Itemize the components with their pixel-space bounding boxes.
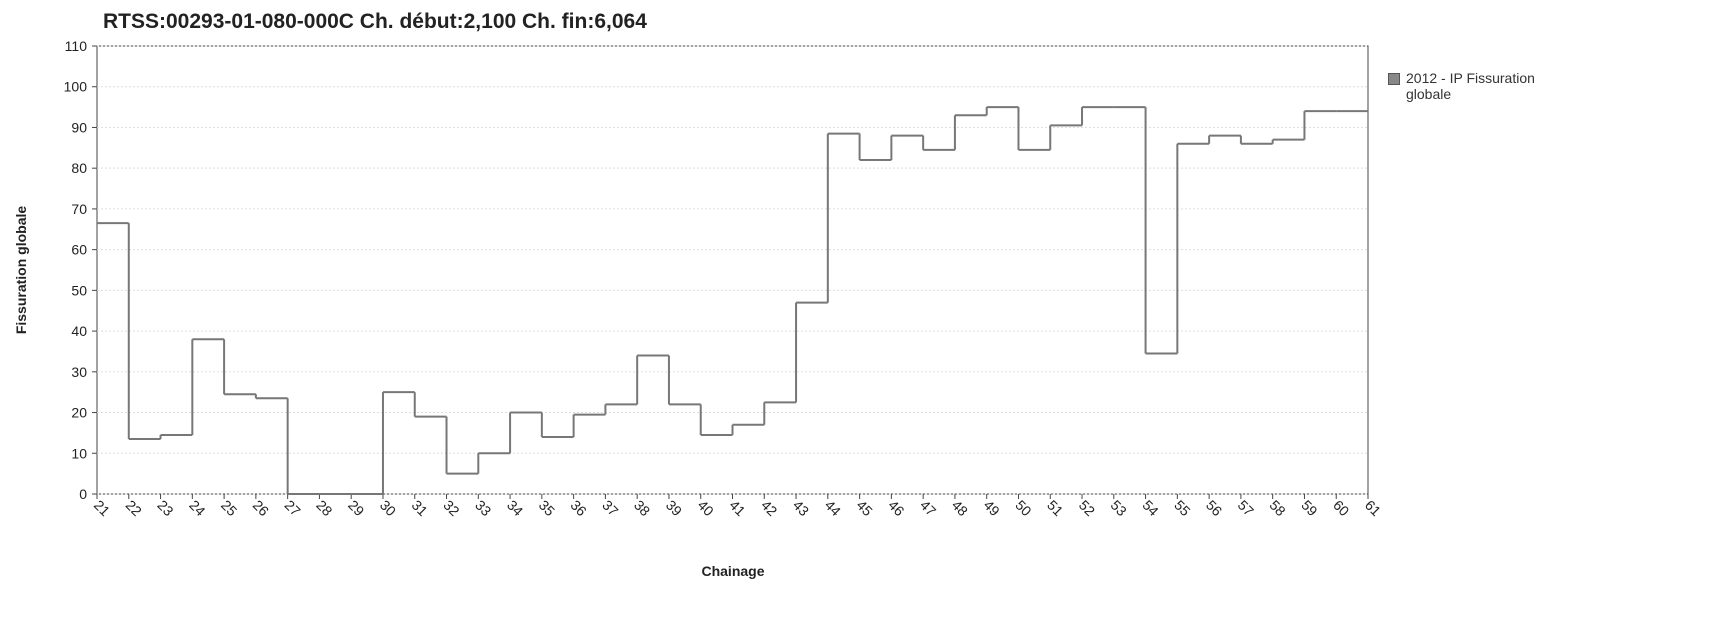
x-tick-label: 43 (790, 497, 812, 519)
x-tick-label: 60 (1330, 497, 1352, 519)
x-tick-label: 46 (885, 497, 907, 519)
x-tick-label: 54 (1139, 497, 1161, 519)
x-tick-label: 45 (853, 497, 875, 519)
x-tick-label: 36 (568, 497, 590, 519)
x-tick-label: 51 (1044, 497, 1066, 519)
x-tick-label: 47 (917, 497, 939, 519)
x-tick-label: 34 (504, 497, 526, 519)
x-tick-label: 50 (1012, 497, 1034, 519)
y-tick-label: 10 (71, 445, 87, 461)
x-tick-label: 49 (981, 497, 1003, 519)
x-tick-label: 56 (1203, 497, 1225, 519)
x-tick-label: 33 (472, 497, 494, 519)
y-tick-label: 40 (71, 323, 87, 339)
x-tick-label: 42 (758, 497, 780, 519)
legend-swatch (1388, 73, 1400, 85)
x-tick-label: 58 (1267, 497, 1289, 519)
x-tick-label: 27 (282, 497, 304, 519)
x-tick-label: 44 (822, 497, 844, 519)
x-tick-label: 26 (250, 497, 272, 519)
y-tick-label: 110 (65, 38, 88, 54)
x-tick-label: 32 (440, 497, 462, 519)
x-tick-label: 22 (123, 497, 145, 519)
x-tick-label: 37 (599, 497, 621, 519)
x-tick-label: 48 (949, 497, 971, 519)
x-tick-label: 29 (345, 497, 367, 519)
legend-label: 2012 - IP Fissuration globale (1406, 70, 1535, 102)
x-tick-label: 31 (409, 497, 431, 519)
x-tick-label: 57 (1235, 497, 1257, 519)
x-tick-label: 40 (695, 497, 717, 519)
y-tick-label: 100 (64, 79, 88, 95)
x-axis-label: Chainage (701, 563, 764, 579)
y-tick-label: 60 (71, 242, 87, 258)
y-axis-label: Fissuration globale (13, 206, 29, 335)
x-tick-label: 35 (536, 497, 558, 519)
x-tick-label: 55 (1171, 497, 1193, 519)
chart-title: RTSS:00293-01-080-000C Ch. début:2,100 C… (103, 10, 647, 33)
y-tick-label: 70 (71, 201, 87, 217)
x-tick-label: 53 (1108, 497, 1130, 519)
x-tick-label: 25 (218, 497, 240, 519)
x-tick-label: 52 (1076, 497, 1098, 519)
x-tick-label: 24 (186, 497, 208, 519)
x-tick-label: 28 (313, 497, 335, 519)
x-tick-label: 61 (1362, 497, 1384, 519)
y-tick-label: 90 (71, 119, 87, 135)
x-tick-label: 38 (631, 497, 653, 519)
y-tick-label: 50 (71, 282, 87, 298)
x-tick-label: 39 (663, 497, 685, 519)
y-tick-label: 80 (71, 160, 87, 176)
x-tick-label: 41 (726, 497, 748, 519)
x-tick-label: 59 (1298, 497, 1320, 519)
y-tick-label: 0 (79, 486, 87, 502)
y-tick-label: 20 (71, 405, 87, 421)
x-tick-label: 21 (91, 497, 113, 519)
x-tick-label: 30 (377, 497, 399, 519)
x-tick-label: 23 (154, 497, 176, 519)
y-tick-label: 30 (71, 364, 87, 380)
legend: 2012 - IP Fissuration globale (1388, 70, 1538, 102)
